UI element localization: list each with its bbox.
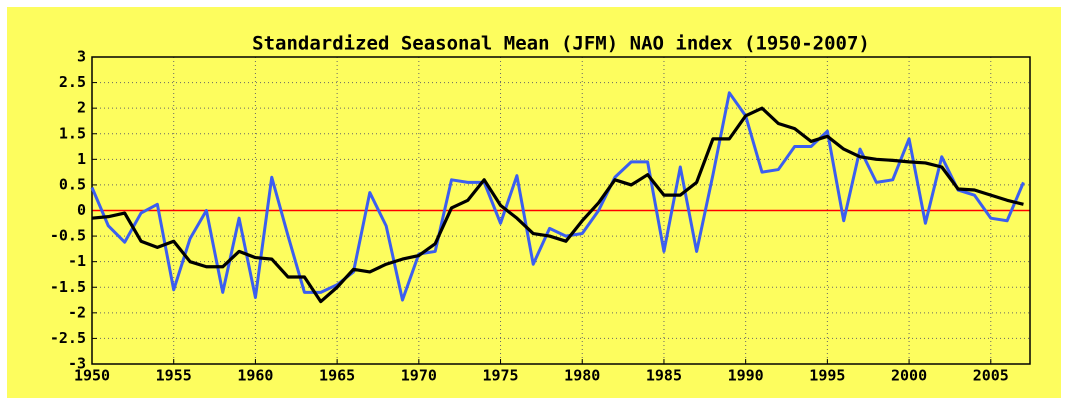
- x-tick-label: 1990: [728, 367, 764, 385]
- y-tick-label: 0.5: [59, 175, 86, 193]
- x-tick-label: 1970: [401, 367, 437, 385]
- x-tick-label: 1985: [646, 367, 682, 385]
- plot-frame: [91, 56, 1031, 365]
- y-tick-label: 2: [77, 99, 86, 117]
- x-tick-label: 1980: [564, 367, 600, 385]
- x-tick-label: 1960: [237, 367, 273, 385]
- y-tick-label: -3: [68, 355, 86, 373]
- x-tick-label: 1965: [319, 367, 355, 385]
- y-tick-label: -0.5: [50, 227, 86, 245]
- background: [7, 7, 1061, 398]
- x-tick-label: 1950: [74, 367, 110, 385]
- y-tick-label: 1.5: [59, 124, 86, 142]
- y-tick-label: -2: [68, 303, 86, 321]
- y-tick-label: -1.5: [50, 278, 86, 296]
- x-tick-label: 2000: [891, 367, 927, 385]
- series-line: [91, 106, 1024, 304]
- y-tick-label: 1: [77, 150, 86, 168]
- x-tick-label: 2005: [973, 367, 1009, 385]
- x-tick-label: 1955: [156, 367, 192, 385]
- x-tick-label: 1995: [809, 367, 845, 385]
- chart-title: Standardized Seasonal Mean (JFM) NAO ind…: [252, 33, 870, 55]
- y-tick-label: -1: [68, 252, 86, 270]
- y-tick-label: 2.5: [59, 73, 86, 91]
- x-tick-label: 1975: [482, 367, 518, 385]
- series-line: [90, 91, 1025, 302]
- y-tick-label: 0: [77, 201, 86, 219]
- y-tick-label: -2.5: [50, 329, 86, 347]
- y-tick-label: 3: [77, 48, 86, 66]
